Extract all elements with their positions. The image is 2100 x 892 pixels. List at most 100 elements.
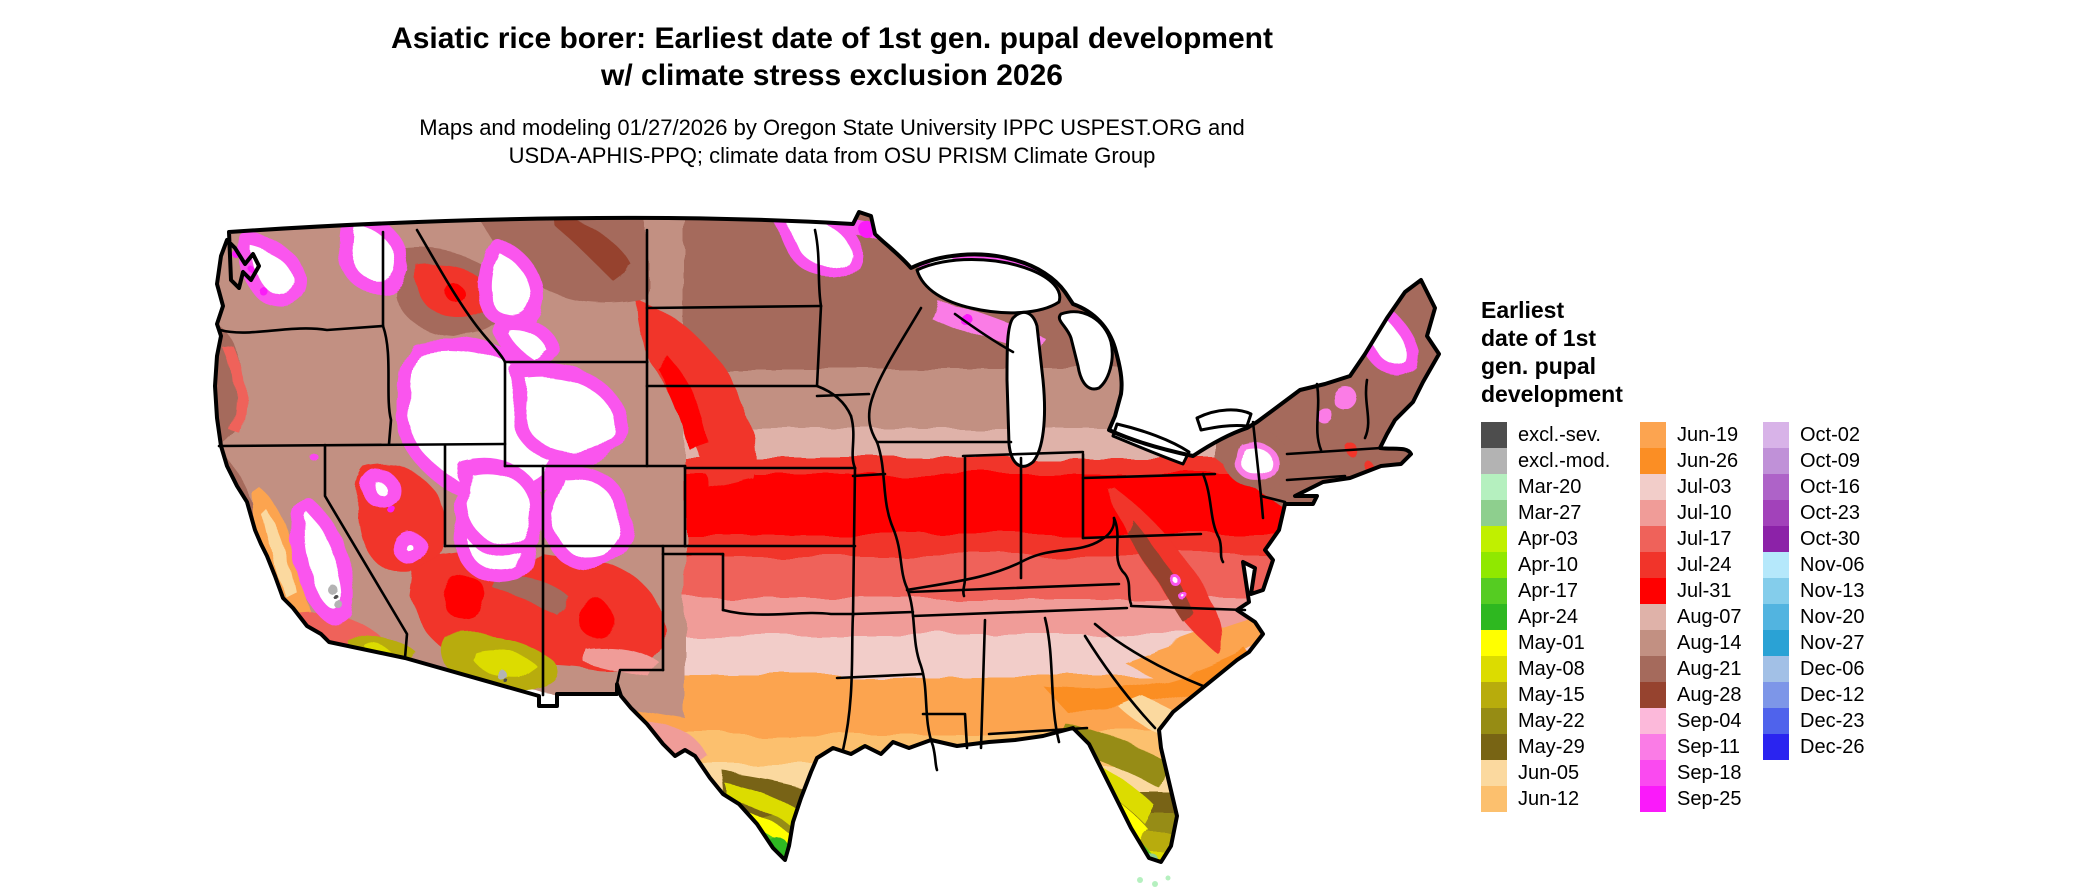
legend-label: Jun-12	[1518, 787, 1580, 810]
legend-entry: Dec-26	[1763, 734, 1864, 760]
legend-swatch	[1763, 526, 1789, 552]
legend-label: Aug-07	[1677, 605, 1742, 628]
legend-title-line: Earliest	[1481, 297, 1565, 323]
legend-label: Jun-26	[1677, 449, 1739, 472]
legend-column-2: Jun-19 Jun-26 Jul-03 Jul-10 Jul-17 Jul-24 Jul-…	[1640, 422, 1742, 812]
legend-label: excl.-mod.	[1518, 449, 1611, 472]
legend-swatch	[1640, 578, 1666, 604]
legend-swatch	[1763, 734, 1789, 760]
legend-swatch	[1481, 786, 1507, 812]
legend-swatch	[1481, 448, 1507, 474]
legend-entry: May-22	[1481, 708, 1610, 734]
legend-entry: Aug-07	[1640, 604, 1742, 630]
legend-swatch	[1481, 500, 1507, 526]
legend-entry: Jul-31	[1640, 578, 1742, 604]
legend-entry: Jun-05	[1481, 760, 1610, 786]
legend-swatch	[1640, 604, 1666, 630]
great-lakes	[915, 258, 1253, 468]
legend-label: May-15	[1518, 683, 1585, 706]
legend-label: Nov-20	[1800, 605, 1865, 628]
legend-swatch	[1481, 708, 1507, 734]
title-line-2: w/ climate stress exclusion 2026	[601, 59, 1063, 92]
legend-label: Aug-21	[1677, 657, 1742, 680]
legend-label: Nov-13	[1800, 579, 1865, 602]
legend-swatch	[1481, 656, 1507, 682]
legend-entry: Dec-06	[1763, 656, 1864, 682]
legend-label: Sep-11	[1677, 735, 1741, 758]
legend-label: Dec-23	[1800, 709, 1865, 732]
page-subtitle: Maps and modeling 01/27/2026 by Oregon S…	[0, 114, 1664, 170]
legend-swatch	[1640, 448, 1666, 474]
legend-label: May-08	[1518, 657, 1585, 680]
legend-swatch	[1763, 552, 1789, 578]
raster-fill-layer	[215, 212, 1439, 862]
legend-swatch	[1481, 630, 1507, 656]
legend-label: May-22	[1518, 709, 1585, 732]
legend-label: Apr-03	[1518, 527, 1579, 550]
legend-label: May-01	[1518, 631, 1585, 654]
legend-title-line: gen. pupal	[1481, 353, 1596, 379]
legend-entry: May-15	[1481, 682, 1610, 708]
legend-swatch	[1763, 422, 1789, 448]
legend-entry: May-01	[1481, 630, 1610, 656]
legend-swatch	[1481, 422, 1507, 448]
legend-column-1: excl.-sev. excl.-mod. Mar-20 Mar-27 Apr-03 Ap…	[1481, 422, 1610, 812]
legend-entry: Nov-06	[1763, 552, 1864, 578]
legend-entry: Jun-19	[1640, 422, 1742, 448]
legend-entry: Mar-20	[1481, 474, 1610, 500]
legend-label: Aug-28	[1677, 683, 1742, 706]
legend-entry: Apr-17	[1481, 578, 1610, 604]
legend-entry: Oct-02	[1763, 422, 1864, 448]
legend-label: Dec-26	[1800, 735, 1865, 758]
legend-entry: Oct-23	[1763, 500, 1864, 526]
legend-label: Sep-18	[1677, 761, 1742, 784]
legend-swatch	[1763, 578, 1789, 604]
legend-swatch	[1640, 422, 1666, 448]
legend-entry: Aug-21	[1640, 656, 1742, 682]
legend-entry: Jul-10	[1640, 500, 1742, 526]
legend-label: Nov-27	[1800, 631, 1865, 654]
legend-label: Oct-09	[1800, 449, 1861, 472]
legend-swatch	[1481, 760, 1507, 786]
legend-label: Oct-23	[1800, 501, 1861, 524]
subtitle-line-1: Maps and modeling 01/27/2026 by Oregon S…	[419, 115, 1245, 140]
legend-swatch	[1640, 552, 1666, 578]
legend-label: Apr-24	[1518, 605, 1579, 628]
legend-entry: Nov-13	[1763, 578, 1864, 604]
legend-swatch	[1481, 526, 1507, 552]
legend-swatch	[1640, 708, 1666, 734]
legend-label: Jun-05	[1518, 761, 1580, 784]
legend-label: Oct-16	[1800, 475, 1861, 498]
legend-entry: Jul-17	[1640, 526, 1742, 552]
legend-label: Mar-27	[1518, 501, 1582, 524]
legend-column-3: Oct-02 Oct-09 Oct-16 Oct-23 Oct-30 Nov-06 Nov-…	[1763, 422, 1864, 760]
legend-title-line: date of 1st	[1481, 325, 1597, 351]
map-legend: Earliest date of 1st gen. pupal developm…	[1481, 296, 1941, 812]
legend-entry: Nov-27	[1763, 630, 1864, 656]
legend-label: Jul-31	[1677, 579, 1732, 602]
legend-title-line: development	[1481, 381, 1623, 407]
legend-swatch	[1640, 734, 1666, 760]
legend-entry: Apr-10	[1481, 552, 1610, 578]
us-map-svg	[213, 210, 1441, 887]
legend-swatch	[1481, 552, 1507, 578]
legend-swatch	[1640, 656, 1666, 682]
legend-entry: Apr-24	[1481, 604, 1610, 630]
legend-label: Jun-19	[1677, 423, 1739, 446]
legend-entry: Dec-12	[1763, 682, 1864, 708]
legend-swatch	[1763, 708, 1789, 734]
legend-swatch	[1763, 656, 1789, 682]
legend-swatch	[1640, 526, 1666, 552]
legend-label: Nov-06	[1800, 553, 1865, 576]
legend-swatch	[1763, 474, 1789, 500]
legend-swatch	[1763, 500, 1789, 526]
legend-swatch	[1640, 474, 1666, 500]
legend-label: Apr-10	[1518, 553, 1579, 576]
legend-swatch	[1763, 604, 1789, 630]
legend-label: Oct-30	[1800, 527, 1861, 550]
state-borders	[217, 228, 1383, 772]
legend-entry: Jun-12	[1481, 786, 1610, 812]
legend-swatch	[1481, 474, 1507, 500]
legend-entry: Aug-28	[1640, 682, 1742, 708]
